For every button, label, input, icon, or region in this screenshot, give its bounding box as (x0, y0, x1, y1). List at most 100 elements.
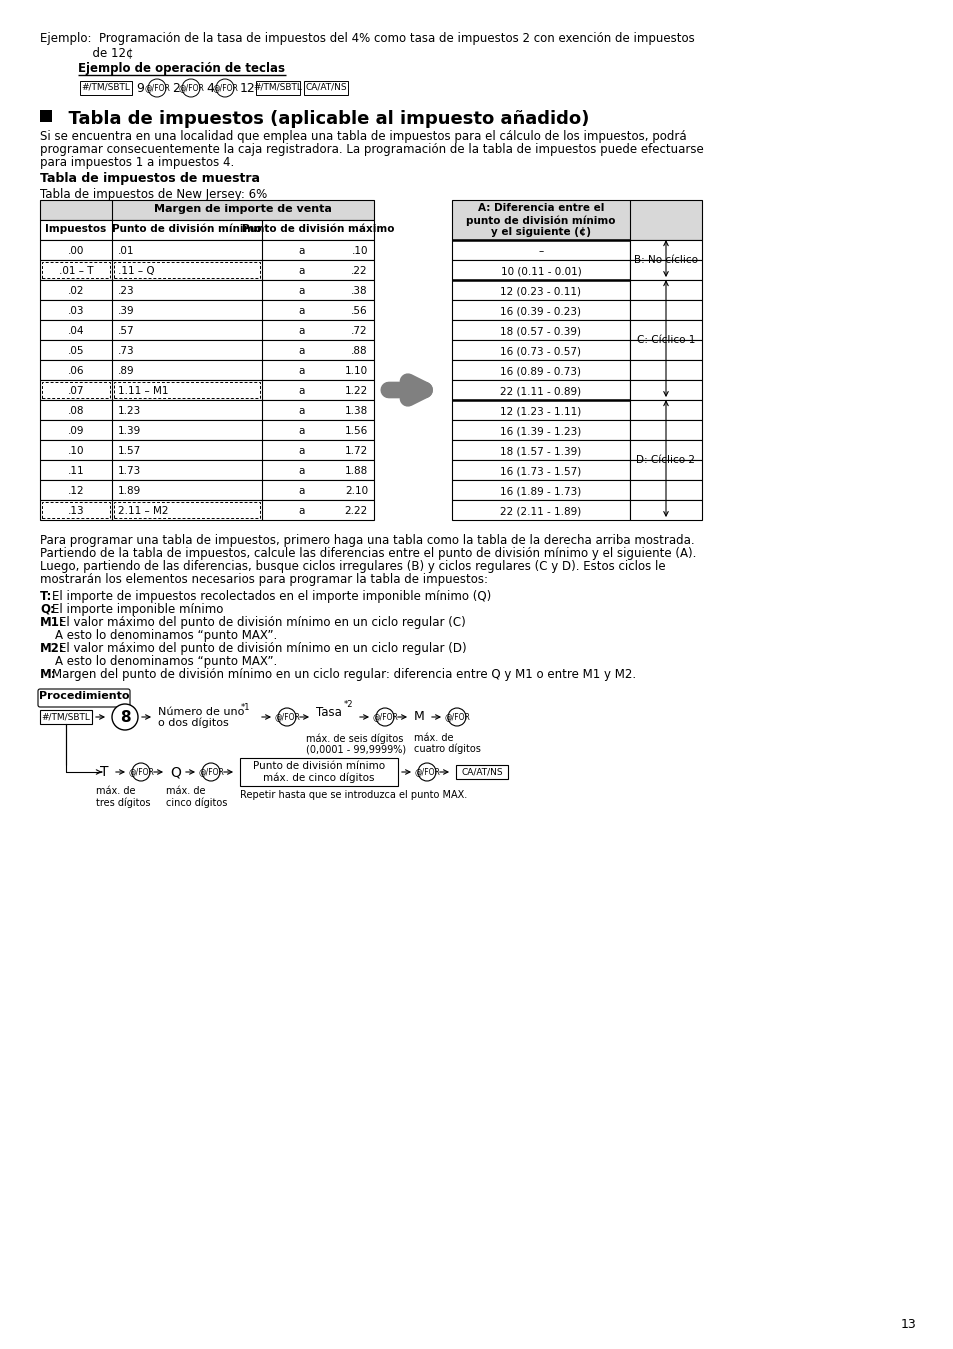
Bar (40, 111, 52, 121)
Text: .89: .89 (118, 366, 134, 376)
Text: 1.23: 1.23 (118, 406, 141, 415)
Bar (113, 262, 260, 278)
Text: 13: 13 (900, 1318, 915, 1331)
Text: .23: .23 (118, 286, 134, 295)
Text: programar consecuentemente la caja registradora. La programación de la tabla de : programar consecuentemente la caja regis… (40, 143, 703, 156)
Text: 8: 8 (119, 710, 131, 724)
Bar (452, 420, 629, 440)
Text: cuatro dígitos: cuatro dígitos (414, 745, 480, 754)
Text: .07: .07 (68, 386, 84, 397)
Text: .11: .11 (68, 465, 84, 476)
Circle shape (448, 708, 465, 726)
Text: C: Cíclico 1: C: Cíclico 1 (637, 335, 695, 345)
Text: 22 (2.11 - 1.89): 22 (2.11 - 1.89) (500, 506, 581, 517)
Bar (113, 502, 260, 518)
Bar (629, 240, 701, 260)
Text: 1.73: 1.73 (118, 465, 141, 476)
Bar (452, 480, 629, 500)
Text: 1.89: 1.89 (118, 486, 141, 496)
Text: 12: 12 (240, 81, 255, 94)
Circle shape (132, 764, 150, 781)
Bar (40, 500, 374, 519)
Text: Tabla de impuestos de muestra: Tabla de impuestos de muestra (40, 173, 260, 185)
Text: 12 (1.23 - 1.11): 12 (1.23 - 1.11) (500, 406, 581, 415)
Text: 1.57: 1.57 (118, 447, 141, 456)
Bar (40, 440, 374, 460)
Text: A: Diferencia entre el: A: Diferencia entre el (477, 202, 603, 213)
Bar (80, 81, 132, 94)
Text: El valor máximo del punto de división mínimo en un ciclo regular (D): El valor máximo del punto de división mí… (58, 642, 466, 656)
Bar (40, 710, 91, 724)
Bar (113, 382, 260, 398)
Text: 18 (0.57 - 0.39): 18 (0.57 - 0.39) (500, 326, 581, 336)
Text: .13: .13 (68, 506, 84, 517)
Text: .05: .05 (68, 345, 84, 356)
Text: A esto lo denominamos “punto MAX”.: A esto lo denominamos “punto MAX”. (55, 629, 277, 642)
Text: a: a (297, 345, 304, 356)
Text: A esto lo denominamos “punto MAX”.: A esto lo denominamos “punto MAX”. (55, 656, 277, 668)
Text: .00: .00 (68, 246, 84, 256)
Text: 16 (1.73 - 1.57): 16 (1.73 - 1.57) (500, 465, 581, 476)
Text: a: a (297, 465, 304, 476)
Text: cinco dígitos: cinco dígitos (166, 797, 227, 808)
Text: de 12¢: de 12¢ (40, 46, 133, 59)
Text: Tabla de impuestos (aplicable al impuesto añadido): Tabla de impuestos (aplicable al impuest… (56, 111, 589, 128)
Text: y el siguiente (¢): y el siguiente (¢) (491, 227, 590, 237)
Text: .56: .56 (351, 306, 368, 316)
Text: @/FOR: @/FOR (414, 768, 439, 777)
Text: Si se encuentra en una localidad que emplea una tabla de impuestos para el cálcu: Si se encuentra en una localidad que emp… (40, 130, 686, 143)
Bar (40, 200, 374, 220)
Text: 1.22: 1.22 (344, 386, 368, 397)
Text: B: No cíclico: B: No cíclico (634, 255, 698, 264)
Text: 16 (0.89 - 0.73): 16 (0.89 - 0.73) (500, 366, 581, 376)
Bar (456, 765, 507, 778)
Bar (40, 260, 374, 281)
Bar (629, 401, 701, 420)
Text: @/FOR: @/FOR (128, 768, 153, 777)
Text: 1.88: 1.88 (344, 465, 368, 476)
Text: Para programar una tabla de impuestos, primero haga una tabla como la tabla de l: Para programar una tabla de impuestos, p… (40, 534, 694, 546)
Circle shape (202, 764, 220, 781)
Bar (629, 299, 701, 320)
Circle shape (182, 80, 200, 97)
Text: D: Cíclico 2: D: Cíclico 2 (636, 455, 695, 465)
Text: *1: *1 (241, 703, 251, 712)
Text: a: a (297, 246, 304, 256)
Text: M2:: M2: (40, 642, 65, 656)
Text: @/FOR: @/FOR (274, 712, 299, 722)
Text: a: a (297, 506, 304, 517)
Bar (40, 240, 374, 260)
Circle shape (277, 708, 295, 726)
Text: a: a (297, 326, 304, 336)
Text: 16 (0.39 - 0.23): 16 (0.39 - 0.23) (500, 306, 581, 316)
Text: .10: .10 (351, 246, 368, 256)
Text: 2: 2 (172, 81, 180, 94)
Bar (42, 262, 110, 278)
Circle shape (148, 80, 166, 97)
Text: .08: .08 (68, 406, 84, 415)
Bar (629, 320, 701, 340)
Text: M: M (414, 711, 424, 723)
Text: a: a (297, 426, 304, 436)
Text: @/FOR: @/FOR (198, 768, 224, 777)
Bar (452, 440, 629, 460)
Circle shape (112, 704, 138, 730)
Text: .57: .57 (118, 326, 134, 336)
Text: 16 (0.73 - 0.57): 16 (0.73 - 0.57) (500, 345, 581, 356)
Bar (40, 281, 374, 299)
Bar (452, 401, 629, 420)
Text: 2.10: 2.10 (345, 486, 368, 496)
Text: Tabla de impuestos de New Jersey: 6%: Tabla de impuestos de New Jersey: 6% (40, 188, 267, 201)
Bar (40, 360, 374, 380)
Text: Número de uno: Número de uno (158, 707, 244, 718)
Text: .38: .38 (351, 286, 368, 295)
Bar (629, 500, 701, 519)
FancyBboxPatch shape (38, 689, 130, 707)
Text: 2.22: 2.22 (344, 506, 368, 517)
Bar (452, 299, 629, 320)
Text: @/FOR: @/FOR (144, 84, 170, 93)
Text: Procedimiento: Procedimiento (39, 691, 129, 701)
Text: El valor máximo del punto de división mínimo en un ciclo regular (C): El valor máximo del punto de división mí… (58, 616, 465, 629)
Text: Punto de división mínimo: Punto de división mínimo (112, 224, 261, 233)
Text: .72: .72 (351, 326, 368, 336)
